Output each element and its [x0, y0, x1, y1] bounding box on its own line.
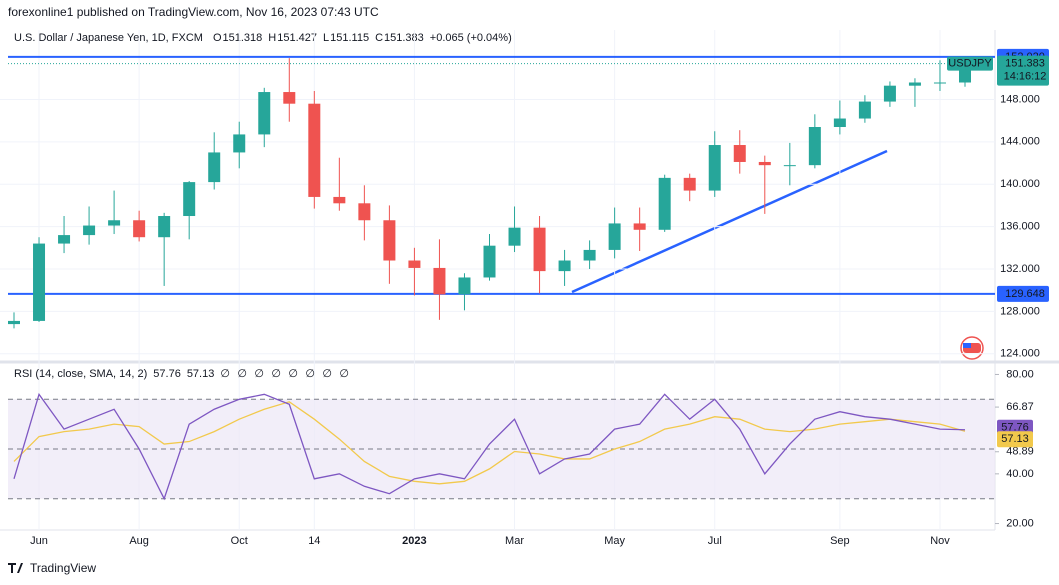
candle-body: [258, 92, 271, 135]
candle-body: [833, 118, 846, 128]
candle-body: [83, 225, 96, 236]
x-tick-label: 2023: [402, 535, 426, 547]
candle-body: [458, 277, 471, 295]
candle-body: [658, 177, 671, 230]
candle-body: [58, 235, 71, 244]
x-tick-label: 14: [308, 535, 320, 547]
price-label: 151.383: [1005, 58, 1045, 70]
ohlc-value: 151.318: [223, 32, 263, 44]
candle-body: [583, 249, 596, 261]
candle-body: [358, 203, 371, 221]
candle-body: [858, 101, 871, 119]
ticker: USDJPY: [948, 58, 992, 70]
footer: TradingView: [30, 561, 96, 575]
rsi-marker: ∅: [271, 368, 281, 380]
candle-body: [133, 220, 146, 238]
ohlc-value: 151.383: [384, 32, 424, 44]
y-tick-label: 132.000: [1000, 263, 1040, 275]
candle-body: [633, 223, 646, 230]
x-tick-label: Jun: [30, 535, 48, 547]
ohlc-label: C: [375, 32, 383, 44]
rsi-line: [13, 401, 966, 485]
level-label-box: [997, 285, 1049, 302]
x-tick-label: Sep: [830, 535, 850, 547]
x-tick-label: Mar: [505, 535, 524, 547]
ticker-box: [947, 56, 993, 71]
x-tick-label: Nov: [930, 535, 950, 547]
ohlc-label: O: [213, 32, 222, 44]
candle-body: [808, 127, 821, 166]
candle-body: [233, 134, 246, 153]
y-tick-label: 128.000: [1000, 305, 1040, 317]
y-tick-label: 124.000: [1000, 348, 1040, 360]
rsi-marker: ∅: [237, 368, 247, 380]
x-tick-label: Jul: [708, 535, 722, 547]
rsi-legend-value: 57.76: [153, 368, 181, 380]
y-tick-label: 48.89: [1006, 446, 1034, 458]
level-label: 129.648: [1005, 288, 1045, 300]
publisher: forexonline1 published on TradingView.co…: [8, 5, 379, 19]
x-tick-label: May: [604, 535, 625, 547]
y-tick-label: 40.00: [1006, 468, 1034, 480]
candle-body: [933, 82, 946, 84]
x-tick-label: Oct: [231, 535, 248, 547]
candle-body: [8, 320, 20, 325]
value-label-box: [997, 431, 1033, 448]
candle-body: [733, 145, 746, 162]
value-label: 57.76: [1001, 422, 1029, 434]
candle-body: [533, 227, 546, 272]
candle-body: [483, 245, 496, 278]
rsi-marker: ∅: [288, 368, 298, 380]
candle-body: [158, 216, 171, 238]
value-label: 57.13: [1001, 433, 1029, 445]
countdown: 14:16:12: [1004, 71, 1047, 83]
candle-body: [183, 182, 196, 217]
x-tick-label: Aug: [129, 535, 149, 547]
rsi-legend-value: 57.13: [187, 368, 215, 380]
y-tick-label: 80.00: [1006, 368, 1034, 380]
candle-body: [208, 152, 221, 183]
candle-body: [283, 92, 296, 104]
rsi-marker: ∅: [220, 368, 230, 380]
y-tick-label: 140.000: [1000, 178, 1040, 190]
candle-body: [108, 220, 121, 226]
candle-body: [883, 85, 896, 102]
candle-body: [333, 196, 346, 204]
ohlc-label: L: [323, 32, 329, 44]
candle-body: [683, 177, 696, 191]
rsi-marker: ∅: [305, 368, 315, 380]
candle-body: [33, 243, 46, 321]
rsi-line: [13, 392, 966, 501]
y-tick-label: 20.00: [1006, 517, 1034, 529]
candle-body: [708, 145, 721, 191]
ohlc-value: 151.427: [277, 32, 317, 44]
rsi-marker: ∅: [254, 368, 264, 380]
symbol: U.S. Dollar / Japanese Yen, 1D, FXCM: [14, 32, 203, 44]
y-tick-label: 144.000: [1000, 136, 1040, 148]
flag-icon: [960, 336, 984, 360]
y-tick-label: 148.000: [1000, 93, 1040, 105]
candle-body: [408, 260, 421, 268]
ohlc-label: H: [268, 32, 276, 44]
candle-body: [908, 82, 921, 86]
footer-logo: TradingView: [8, 561, 96, 575]
candle-body: [558, 260, 571, 272]
candle-body: [783, 165, 796, 167]
price-label-box: [997, 55, 1049, 86]
change: +0.065 (+0.04%): [430, 32, 512, 44]
candle-body: [608, 223, 621, 250]
ohlc-value: 151.115: [330, 32, 369, 44]
candle-body: [433, 267, 446, 295]
candle-body: [508, 227, 521, 246]
y-tick-label: 66.87: [1006, 401, 1034, 413]
rsi-title: RSI (14, close, SMA, 14, 2): [14, 368, 147, 380]
rsi-marker: ∅: [339, 368, 349, 380]
candle-body: [758, 161, 771, 166]
candle-body: [383, 220, 396, 261]
y-tick-label: 136.000: [1000, 221, 1040, 233]
candle-body: [308, 103, 321, 197]
rsi-marker: ∅: [322, 368, 332, 380]
